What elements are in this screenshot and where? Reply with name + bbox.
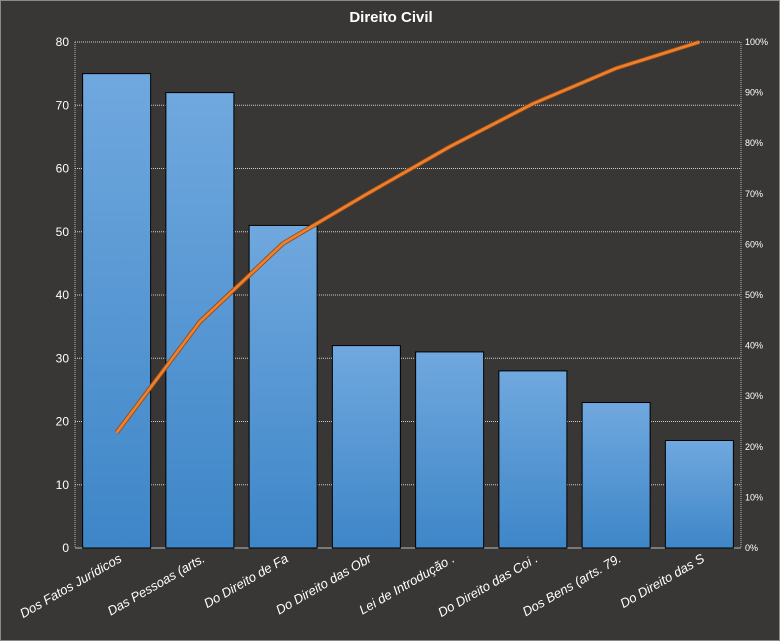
line-point <box>615 67 617 69</box>
bar <box>581 402 651 549</box>
bar <box>331 345 401 549</box>
y2-tick-label: 40% <box>745 341 763 351</box>
y2-tick-label: 70% <box>745 189 763 199</box>
y2-tick-label: 80% <box>745 138 763 148</box>
line-point <box>532 103 534 105</box>
cumulative-line <box>115 40 700 434</box>
y-tick-label: 70 <box>56 98 70 112</box>
y2-tick-label: 0% <box>745 543 758 553</box>
chart-title: Direito Civil <box>349 9 433 26</box>
y-tick-label: 10 <box>56 478 70 492</box>
y-tick-label: 30 <box>56 351 70 365</box>
y2-tick-label: 30% <box>745 391 763 401</box>
line-point <box>449 146 451 148</box>
y2-tick-label: 90% <box>745 88 763 98</box>
bar <box>248 224 318 549</box>
bar <box>664 439 734 549</box>
line-point <box>365 193 367 195</box>
y-tick-label: 20 <box>56 415 70 429</box>
y-tick-label: 40 <box>56 288 70 302</box>
bar <box>82 73 152 549</box>
y-tick-label: 60 <box>56 162 70 176</box>
bar <box>415 351 485 549</box>
line-point <box>698 41 700 43</box>
y2-tick-label: 60% <box>745 239 763 249</box>
bar <box>498 370 568 549</box>
y2-tick-label: 100% <box>745 37 768 47</box>
y-tick-label: 80 <box>56 35 70 49</box>
y2-tick-label: 20% <box>745 442 763 452</box>
line-point <box>116 432 118 434</box>
y-tick-label: 50 <box>56 225 70 239</box>
y2-tick-label: 10% <box>745 492 763 502</box>
x-tick-label: Do Direito das S <box>617 550 707 610</box>
y-tick-label: 0 <box>62 541 69 555</box>
line-point <box>199 321 201 323</box>
line-point <box>282 242 284 244</box>
y2-tick-label: 50% <box>745 290 763 300</box>
